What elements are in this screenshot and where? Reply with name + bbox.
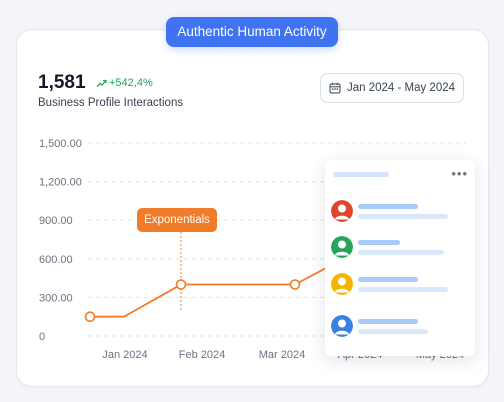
kpi-trend: +542,4%	[96, 77, 153, 89]
detail-placeholder	[358, 287, 448, 292]
name-placeholder	[358, 319, 418, 324]
calendar-icon	[329, 82, 341, 94]
date-range-label: Jan 2024 - May 2024	[346, 82, 456, 94]
detail-placeholder	[358, 250, 444, 255]
data-point[interactable]	[289, 279, 301, 290]
popup-title-placeholder	[333, 172, 389, 177]
y-tick-label: 900.00	[39, 215, 73, 227]
exponentials-callout: Exponentials	[137, 208, 217, 232]
user-avatar-icon	[331, 273, 353, 295]
name-placeholder	[358, 240, 400, 245]
list-item[interactable]	[331, 200, 471, 226]
user-avatar-icon	[331, 236, 353, 258]
y-tick-label: 1,500.00	[39, 138, 82, 150]
user-avatar-icon	[331, 315, 353, 337]
y-tick-label: 1,200.00	[39, 177, 82, 189]
x-tick-label: Jan 2024	[102, 349, 147, 361]
kpi-label: Business Profile Interactions	[38, 97, 184, 109]
list-item[interactable]	[331, 273, 471, 299]
trend-up-icon	[96, 79, 107, 87]
x-tick-label: Feb 2024	[179, 349, 225, 361]
more-horizontal-icon[interactable]: •••	[451, 166, 468, 181]
user-avatar-icon	[331, 200, 353, 222]
data-point[interactable]	[84, 311, 96, 323]
activity-badge: Authentic Human Activity	[166, 17, 338, 47]
list-item[interactable]	[331, 315, 471, 341]
y-tick-label: 600.00	[39, 254, 73, 266]
detail-placeholder	[358, 329, 428, 334]
data-point[interactable]	[175, 279, 187, 290]
y-axis-labels: 1,500.00 1,200.00 900.00 600.00 300.00 0	[39, 138, 82, 343]
detail-placeholder	[358, 214, 448, 219]
list-item[interactable]	[331, 236, 471, 262]
x-tick-label: Mar 2024	[259, 349, 305, 361]
y-tick-label: 0	[39, 331, 45, 343]
name-placeholder	[358, 204, 418, 209]
date-range-picker[interactable]: Jan 2024 - May 2024	[320, 73, 464, 103]
user-list-popup: •••	[325, 160, 475, 356]
kpi-trend-value: +542,4%	[109, 77, 153, 89]
kpi-value: 1,581	[38, 72, 86, 93]
name-placeholder	[358, 277, 418, 282]
y-tick-label: 300.00	[39, 292, 73, 304]
